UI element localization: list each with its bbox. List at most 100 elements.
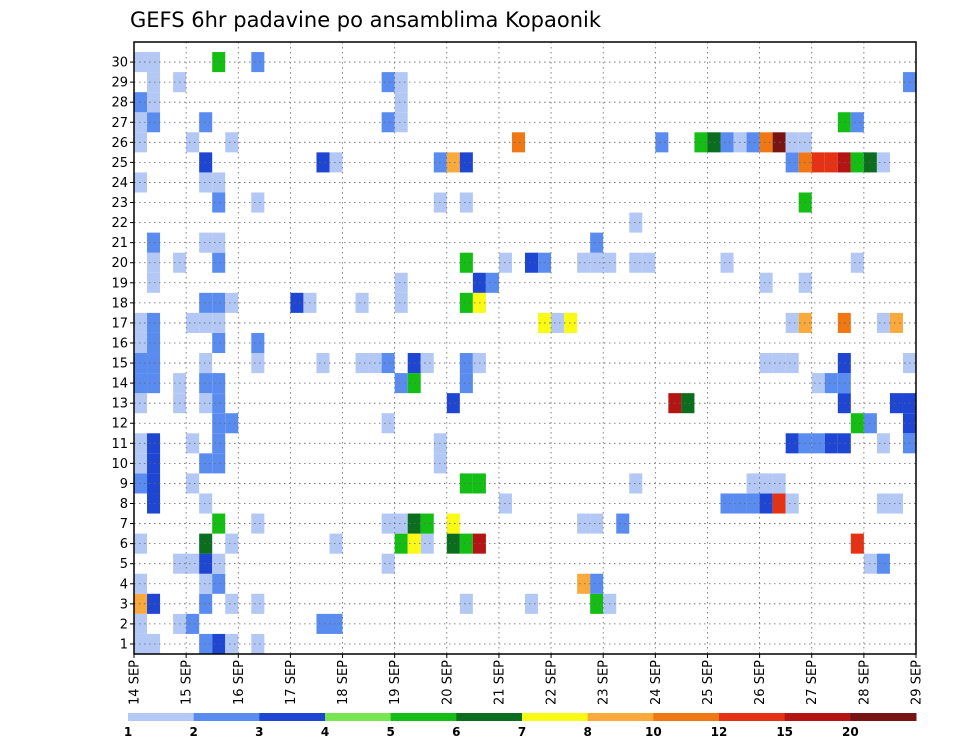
heatmap-cell xyxy=(759,353,773,374)
legend-label: 2 xyxy=(189,725,197,739)
heatmap-cell xyxy=(147,633,161,654)
legend-label: 3 xyxy=(255,725,263,739)
heatmap-cell xyxy=(212,252,226,273)
heatmap-cell xyxy=(290,292,304,313)
heatmap-cell xyxy=(147,353,161,374)
heatmap-cell xyxy=(590,513,604,534)
heatmap-cell xyxy=(199,533,213,554)
heatmap-cell xyxy=(225,132,239,153)
heatmap-cell xyxy=(824,373,838,394)
heatmap-cell xyxy=(212,172,226,193)
heatmap-cell xyxy=(147,473,161,494)
heatmap-cell xyxy=(459,292,473,313)
heatmap-cell xyxy=(564,312,578,333)
heatmap-cell xyxy=(394,272,408,293)
heatmap-cell xyxy=(199,393,213,414)
heatmap-cell xyxy=(889,493,903,514)
heatmap-cell xyxy=(329,152,343,173)
heatmap-cell xyxy=(134,473,148,494)
heatmap-cell xyxy=(147,373,161,394)
heatmap-cell xyxy=(147,312,161,333)
heatmap-cell xyxy=(420,513,434,534)
x-tick-label: 22 SEP xyxy=(545,660,560,705)
y-tick-label: 9 xyxy=(120,477,128,492)
heatmap-cell xyxy=(134,332,148,354)
heatmap-cell xyxy=(381,112,395,133)
heatmap-cell xyxy=(824,433,838,454)
heatmap-cell xyxy=(459,373,473,394)
heatmap-cell xyxy=(134,52,148,73)
legend-swatch xyxy=(325,713,392,721)
plot-frame xyxy=(133,41,917,655)
heatmap-cell xyxy=(590,252,604,273)
heatmap-cell xyxy=(134,633,148,654)
heatmap-cell xyxy=(251,593,265,614)
legend-swatch xyxy=(653,713,720,721)
heatmap-cell xyxy=(199,573,213,594)
heatmap-cell xyxy=(759,132,773,153)
x-tick-label: 20 SEP xyxy=(440,660,455,705)
heatmap-cell xyxy=(394,72,408,93)
heatmap-cell xyxy=(850,152,864,173)
heatmap-cell xyxy=(590,573,604,594)
heatmap-cell xyxy=(446,152,460,173)
y-tick-label: 27 xyxy=(111,116,128,131)
heatmap-cell xyxy=(876,152,890,173)
heatmap-cell xyxy=(147,493,161,514)
heatmap-cell xyxy=(147,232,161,253)
heatmap-cell xyxy=(720,252,734,273)
heatmap-cell xyxy=(759,493,773,514)
heatmap-cell xyxy=(459,353,473,374)
heatmap-cell xyxy=(186,312,200,333)
heatmap-cell xyxy=(212,573,226,594)
heatmap-cell xyxy=(811,152,825,173)
heatmap-cell xyxy=(525,593,539,614)
heatmap-cell xyxy=(225,292,239,313)
heatmap-cell xyxy=(381,553,395,574)
heatmap-cell xyxy=(394,533,408,554)
heatmap-cell xyxy=(759,272,773,293)
x-tick-label: 15 SEP xyxy=(180,660,195,705)
heatmap-cell xyxy=(329,613,343,634)
heatmap-cell xyxy=(147,92,161,113)
legend-label: 5 xyxy=(386,725,394,739)
heatmap-cell xyxy=(785,152,799,173)
heatmap-cell xyxy=(134,453,148,474)
x-tick-label: 26 SEP xyxy=(753,660,768,705)
heatmap-cell xyxy=(316,152,330,173)
heatmap-cell xyxy=(251,52,265,73)
x-tick-label: 23 SEP xyxy=(597,660,612,705)
legend-swatch xyxy=(784,713,851,721)
heatmap-cell xyxy=(212,513,226,534)
heatmap-cell xyxy=(134,433,148,454)
heatmap-cell xyxy=(134,393,148,414)
heatmap-cell xyxy=(824,152,838,173)
y-tick-label: 23 xyxy=(111,196,128,211)
heatmap-cell xyxy=(746,493,760,514)
heatmap-cell xyxy=(199,292,213,313)
heatmap-cell xyxy=(746,132,760,153)
heatmap-cell xyxy=(850,413,864,434)
heatmap-cell xyxy=(199,232,213,253)
heatmap-cell xyxy=(186,132,200,153)
x-tick-label: 16 SEP xyxy=(232,660,247,705)
heatmap-cell xyxy=(629,252,643,273)
heatmap-cell xyxy=(485,272,499,293)
heatmap-cell xyxy=(212,453,226,474)
heatmap-cell xyxy=(446,533,460,554)
y-tick-label: 8 xyxy=(120,497,128,512)
heatmap-cell xyxy=(134,533,148,554)
x-tick-label: 29 SEP xyxy=(910,660,925,705)
heatmap-cell xyxy=(134,573,148,594)
heatmap-cell xyxy=(381,72,395,93)
heatmap-cell xyxy=(876,312,890,333)
heatmap-cell xyxy=(212,52,226,73)
heatmap-cell xyxy=(629,473,643,494)
y-tick-label: 18 xyxy=(111,296,128,311)
heatmap-cell xyxy=(694,132,708,153)
heatmap-cell xyxy=(134,353,148,374)
heatmap-cell xyxy=(420,533,434,554)
y-tick-label: 20 xyxy=(111,256,128,271)
heatmap-cell xyxy=(316,353,330,374)
heatmap-cell xyxy=(889,312,903,333)
